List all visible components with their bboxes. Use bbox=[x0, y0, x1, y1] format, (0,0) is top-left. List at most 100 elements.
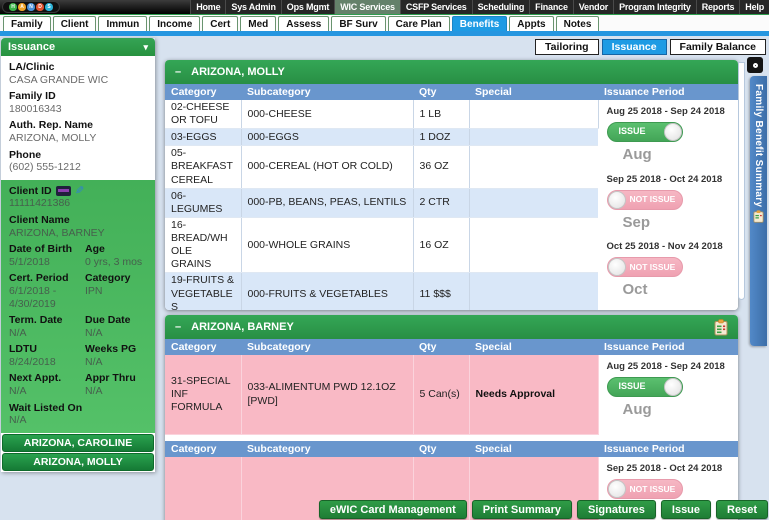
needs-approval-flag: Needs Approval bbox=[469, 355, 599, 436]
issue-toggle-sep[interactable]: NOT ISSUE bbox=[606, 479, 683, 499]
tab-family-balance[interactable]: Family Balance bbox=[669, 39, 766, 55]
menu-program-integrity[interactable]: Program Integrity bbox=[613, 0, 696, 14]
signatures-button[interactable]: Signatures bbox=[577, 500, 656, 519]
tab-bf-surv[interactable]: BF Surv bbox=[331, 16, 386, 31]
main-menu: Home Sys Admin Ops Mgmt WIC Services CSF… bbox=[190, 0, 769, 14]
family-member-buttons: ARIZONA, CAROLINE ARIZONA, MOLLY bbox=[1, 432, 155, 472]
edit-pencil-icon[interactable]: ✎ bbox=[74, 184, 84, 197]
period-oct: Oct 25 2018 - Nov 24 2018 NOT ISSUE Oct bbox=[606, 241, 723, 299]
family-benefit-summary-tab[interactable]: Family Benefit Summary bbox=[750, 76, 767, 346]
menu-home[interactable]: Home bbox=[190, 0, 226, 14]
logo-letter: H bbox=[9, 3, 17, 11]
toggle-knob bbox=[607, 480, 626, 498]
issuance-period-cell: Aug 25 2018 - Sep 24 2018 ISSUE Aug Sep … bbox=[598, 100, 738, 310]
benefit-view-tabs: Tailoring Issuance Family Balance bbox=[535, 39, 766, 55]
menu-ops-mgmt[interactable]: Ops Mgmt bbox=[280, 0, 335, 14]
molly-benefits-panel: – ARIZONA, MOLLY Category Subcategory Qt… bbox=[165, 60, 738, 310]
tab-notes[interactable]: Notes bbox=[555, 16, 600, 31]
sidebar-issuance-header[interactable]: Issuance ▾ bbox=[1, 38, 155, 56]
issue-toggle-aug[interactable]: ISSUE bbox=[606, 121, 683, 142]
issue-toggle-aug[interactable]: ISSUE bbox=[606, 376, 683, 397]
issue-toggle-sep[interactable]: NOT ISSUE bbox=[606, 189, 683, 210]
tab-care-plan[interactable]: Care Plan bbox=[387, 16, 450, 31]
table-header-row: Category Subcategory Qty Special Issuanc… bbox=[165, 84, 738, 100]
molly-panel-title: ARIZONA, MOLLY bbox=[191, 66, 285, 78]
field-la-clinic: LA/Clinic CASA GRANDE WIC bbox=[9, 61, 109, 86]
logo-letter: N bbox=[27, 3, 35, 11]
client-detail-grid: Date of Birth 5/1/2018 Age 0 yrs, 3 mos … bbox=[9, 243, 147, 402]
menu-vendor[interactable]: Vendor bbox=[572, 0, 614, 14]
period-sep: Sep 25 2018 - Oct 24 2018 NOT ISSUE Sep bbox=[606, 173, 723, 231]
tab-cert[interactable]: Cert bbox=[202, 16, 239, 31]
tab-tailoring[interactable]: Tailoring bbox=[535, 39, 599, 55]
tab-issuance[interactable]: Issuance bbox=[601, 39, 667, 55]
menu-finance[interactable]: Finance bbox=[529, 0, 573, 14]
client-info-sidebar: Issuance ▾ LA/Clinic CASA GRANDE WIC Fam… bbox=[1, 38, 155, 472]
member-button-arizona-caroline[interactable]: ARIZONA, CAROLINE bbox=[2, 433, 154, 452]
ewic-card-management-button[interactable]: eWIC Card Management bbox=[318, 500, 467, 519]
table-row: 05-BREAKFAST CEREAL 000-CEREAL (HOT OR CO… bbox=[165, 145, 738, 189]
table-row: 06-LEGUMES 000-PB, BEANS, PEAS, LENTILS 2 … bbox=[165, 188, 738, 218]
issue-button[interactable]: Issue bbox=[660, 500, 712, 519]
field-date-of-birth: Date of Birth 5/1/2018 bbox=[9, 243, 72, 268]
issuance-period-cell: Aug 25 2018 - Sep 24 2018 ISSUE Aug bbox=[598, 355, 738, 435]
field-client-name: Client Name ARIZONA, BARNEY bbox=[9, 213, 105, 239]
table-row: 16-BREAD/WHOLE GRAINS 000-WHOLE GRAINS 16 … bbox=[165, 217, 738, 274]
field-wait-listed-on: Wait Listed On N/A bbox=[9, 401, 83, 427]
field-term-date: Term. Date N/A bbox=[9, 314, 63, 339]
table-row-needs-approval: 31-SPECIAL INF FORMULA 033-ALIMENTUM PWD… bbox=[165, 355, 738, 436]
tab-appts[interactable]: Appts bbox=[509, 16, 554, 31]
toggle-knob bbox=[663, 377, 682, 396]
id-card-icon[interactable] bbox=[55, 186, 71, 197]
field-family-id: Family ID 180016343 bbox=[9, 90, 62, 115]
collapse-minus-icon[interactable]: – bbox=[175, 66, 182, 78]
table-row: 19-FRUITS & VEGETABLES 000-FRUITS & VEGET… bbox=[165, 272, 738, 310]
circle-icon bbox=[752, 62, 758, 68]
period-aug: Aug 25 2018 - Sep 24 2018 ISSUE Aug bbox=[606, 361, 725, 418]
issue-toggle-oct[interactable]: NOT ISSUE bbox=[606, 257, 683, 278]
barney-panel-header[interactable]: – ARIZONA, BARNEY bbox=[165, 315, 738, 339]
family-info-section: LA/Clinic CASA GRANDE WIC Family ID 1800… bbox=[1, 56, 155, 180]
clipboard-icon[interactable] bbox=[714, 318, 728, 336]
tab-immun[interactable]: Immun bbox=[98, 16, 148, 31]
sidebar-header-label: Issuance bbox=[8, 41, 56, 53]
logo-letter: S bbox=[45, 3, 53, 11]
client-info-section: Client ID ✎ 11111421386 Client Name ARIZ… bbox=[1, 179, 155, 433]
field-appr-thru: Appr Thru N/A bbox=[85, 372, 136, 398]
table-header-row: Category Subcategory Qty Special Issuanc… bbox=[165, 339, 738, 355]
barney-benefits-table-aug: Category Subcategory Qty Special Issuanc… bbox=[165, 339, 738, 436]
field-weeks-pg: Weeks PG N/A bbox=[85, 343, 137, 368]
menu-sys-admin[interactable]: Sys Admin bbox=[225, 0, 281, 14]
field-cert-period: Cert. Period 6/1/2018 - 4/30/2019 bbox=[9, 272, 69, 310]
menu-help[interactable]: Help bbox=[739, 0, 769, 14]
tab-med[interactable]: Med bbox=[240, 16, 277, 31]
collapse-minus-icon[interactable]: – bbox=[175, 321, 182, 333]
tab-assess[interactable]: Assess bbox=[278, 16, 330, 31]
menu-reports[interactable]: Reports bbox=[695, 0, 740, 14]
tab-benefits[interactable]: Benefits bbox=[451, 16, 508, 31]
tab-income[interactable]: Income bbox=[149, 16, 201, 31]
vertical-scrollbar[interactable] bbox=[738, 62, 745, 300]
menu-scheduling[interactable]: Scheduling bbox=[471, 0, 530, 14]
active-tab-strip bbox=[0, 31, 769, 36]
barney-benefits-panel: – ARIZONA, BARNEY Category Subcategory Q… bbox=[165, 315, 738, 520]
tab-client[interactable]: Client bbox=[52, 16, 97, 31]
field-auth-rep-name: Auth. Rep. Name ARIZONA, MOLLY bbox=[9, 119, 97, 144]
field-category: Category IPN bbox=[85, 272, 131, 297]
toggle-knob bbox=[663, 122, 682, 141]
molly-panel-header[interactable]: – ARIZONA, MOLLY bbox=[165, 60, 738, 84]
menu-csfp-services[interactable]: CSFP Services bbox=[399, 0, 472, 14]
logo-letter: D bbox=[36, 3, 44, 11]
period-aug: Aug 25 2018 - Sep 24 2018 ISSUE Aug bbox=[606, 106, 725, 163]
member-button-arizona-molly[interactable]: ARIZONA, MOLLY bbox=[2, 452, 154, 471]
print-summary-button[interactable]: Print Summary bbox=[471, 500, 573, 519]
summary-toggle-button[interactable] bbox=[747, 57, 763, 73]
field-next-appt: Next Appt. N/A bbox=[9, 372, 62, 398]
reset-button[interactable]: Reset bbox=[716, 500, 768, 519]
action-button-bar: eWIC Card Management Print Summary Signa… bbox=[318, 500, 768, 519]
tab-family[interactable]: Family bbox=[3, 16, 51, 31]
field-age: Age 0 yrs, 3 mos bbox=[85, 243, 143, 268]
field-due-date: Due Date N/A bbox=[85, 314, 131, 339]
menu-wic-services[interactable]: WIC Services bbox=[334, 0, 400, 14]
